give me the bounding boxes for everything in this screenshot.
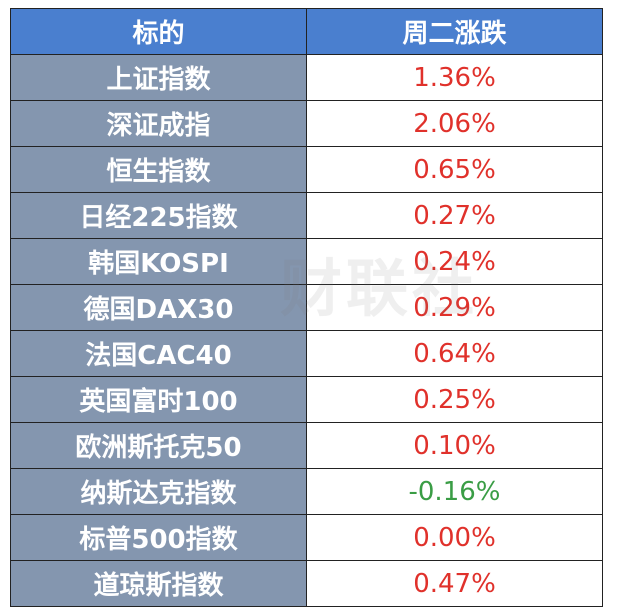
index-name: 恒生指数 (10, 146, 307, 193)
table-header: 标的 周二涨跌 (10, 8, 603, 55)
index-name: 上证指数 (10, 54, 307, 101)
change-value: 0.65% (306, 146, 603, 193)
change-value: 0.27% (306, 192, 603, 239)
index-name: 道琼斯指数 (10, 560, 307, 607)
change-value: 1.36% (306, 54, 603, 101)
table-row: 道琼斯指数 0.47% (10, 560, 603, 607)
header-row: 标的 周二涨跌 (10, 8, 603, 55)
index-name: 标普500指数 (10, 514, 307, 561)
table-row: 恒生指数 0.65% (10, 146, 603, 193)
index-name: 欧洲斯托克50 (10, 422, 307, 469)
market-table: 标的 周二涨跌 上证指数 1.36% 深证成指 2.06% 恒生指数 0.65% 日经225… (10, 8, 603, 607)
change-value: 0.29% (306, 284, 603, 331)
index-name: 日经225指数 (10, 192, 307, 239)
table-row: 标普500指数 0.00% (10, 514, 603, 561)
index-name: 韩国KOSPI (10, 238, 307, 285)
table-row: 法国CAC40 0.64% (10, 330, 603, 377)
change-value: 2.06% (306, 100, 603, 147)
index-name: 德国DAX30 (10, 284, 307, 331)
index-name: 纳斯达克指数 (10, 468, 307, 515)
table-row: 上证指数 1.36% (10, 54, 603, 101)
change-value: -0.16% (306, 468, 603, 515)
header-cell: 周二涨跌 (306, 8, 603, 55)
table-row: 深证成指 2.06% (10, 100, 603, 147)
table-row: 韩国KOSPI 0.24% (10, 238, 603, 285)
table-row: 日经225指数 0.27% (10, 192, 603, 239)
table-row: 欧洲斯托克50 0.10% (10, 422, 603, 469)
index-name: 法国CAC40 (10, 330, 307, 377)
table-row: 德国DAX30 0.29% (10, 284, 603, 331)
table-row: 纳斯达克指数 -0.16% (10, 468, 603, 515)
index-name: 英国富时100 (10, 376, 307, 423)
change-value: 0.64% (306, 330, 603, 377)
change-value: 0.47% (306, 560, 603, 607)
change-value: 0.10% (306, 422, 603, 469)
change-value: 0.25% (306, 376, 603, 423)
header-cell: 标的 (10, 8, 307, 55)
table-body: 上证指数 1.36% 深证成指 2.06% 恒生指数 0.65% 日经225指数 0.27% 韩… (10, 54, 603, 607)
change-value: 0.00% (306, 514, 603, 561)
index-name: 深证成指 (10, 100, 307, 147)
change-value: 0.24% (306, 238, 603, 285)
table-row: 英国富时100 0.25% (10, 376, 603, 423)
